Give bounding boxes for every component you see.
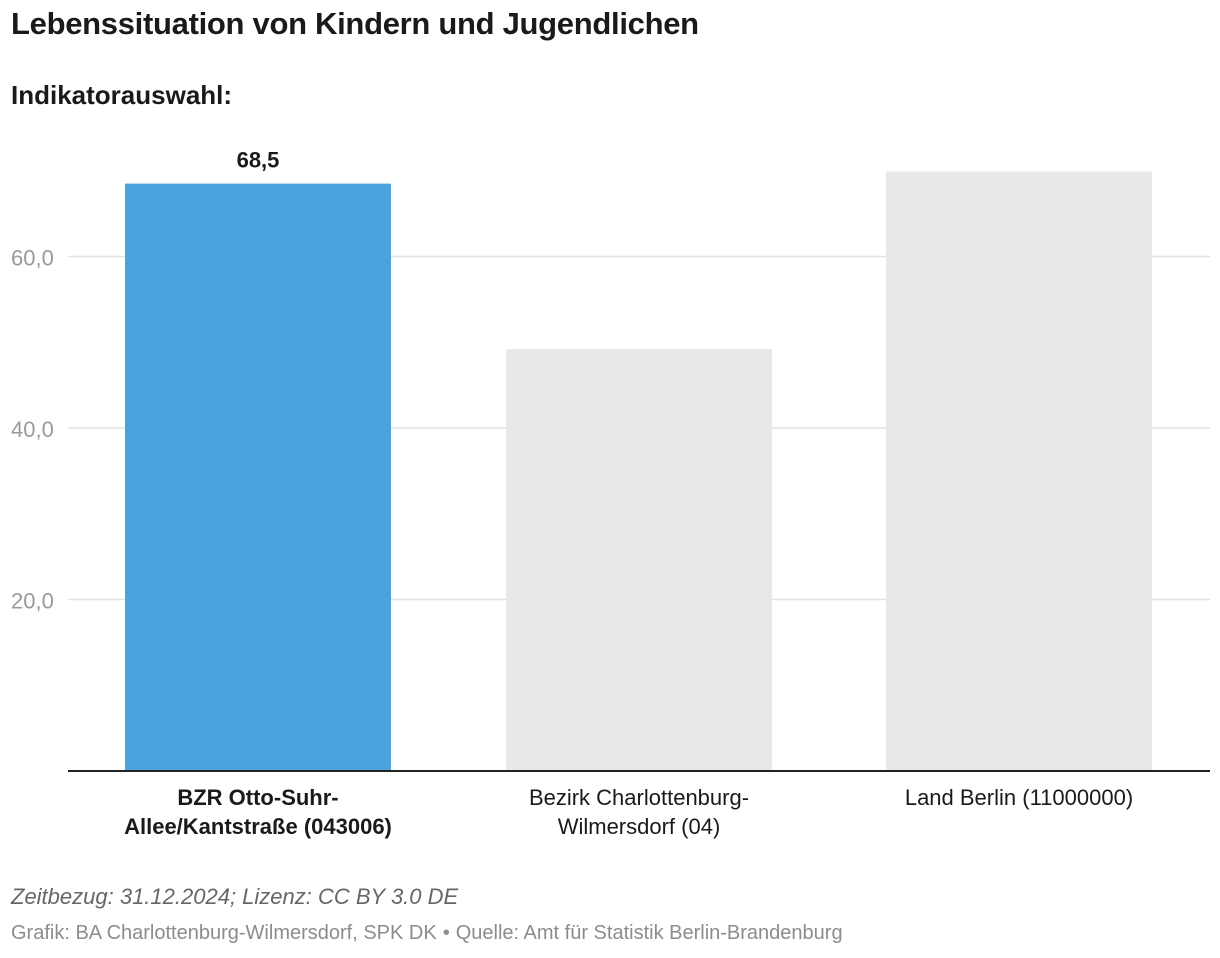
y-tick-label: 20,0 [11, 589, 54, 614]
footer-data-source: Quelle: Amt für Statistik Berlin-Branden… [455, 922, 843, 944]
x-category-label-line: Wilmersdorf (04) [558, 814, 721, 839]
x-category-label: Bezirk Charlottenburg- Wilmersdorf (04) [529, 785, 749, 839]
x-category-label-line: Bezirk Charlottenburg- [529, 785, 749, 810]
x-category-label: BZR Otto-Suhr- Allee/Kantstraße (043006) [124, 785, 392, 839]
footer-separator: • [442, 922, 450, 944]
y-tick-label: 60,0 [11, 246, 54, 271]
bar[interactable] [506, 349, 772, 771]
bar[interactable] [886, 171, 1152, 772]
data-label: 68,5 [237, 148, 280, 173]
chart-subtitle: Indikatorauswahl: [11, 80, 233, 110]
x-category-label-line: Land Berlin (11000000) [905, 785, 1133, 810]
bar[interactable] [125, 183, 391, 772]
footer-time-license: Zeitbezug: 31.12.2024; Lizenz: CC BY 3.0… [11, 884, 459, 909]
x-category-label-line: Allee/Kantstraße (043006) [124, 814, 392, 839]
y-tick-label: 40,0 [11, 417, 54, 442]
chart-title: Lebenssituation von Kindern und Jugendli… [11, 6, 699, 41]
x-category-label: Land Berlin (11000000) [905, 785, 1133, 810]
footer-source: Grafik: BA Charlottenburg-Wilmersdorf, S… [11, 922, 843, 945]
x-category-label-line: BZR Otto-Suhr- [177, 785, 338, 810]
footer-graphic-credit: Grafik: BA Charlottenburg-Wilmersdorf, S… [11, 922, 437, 944]
